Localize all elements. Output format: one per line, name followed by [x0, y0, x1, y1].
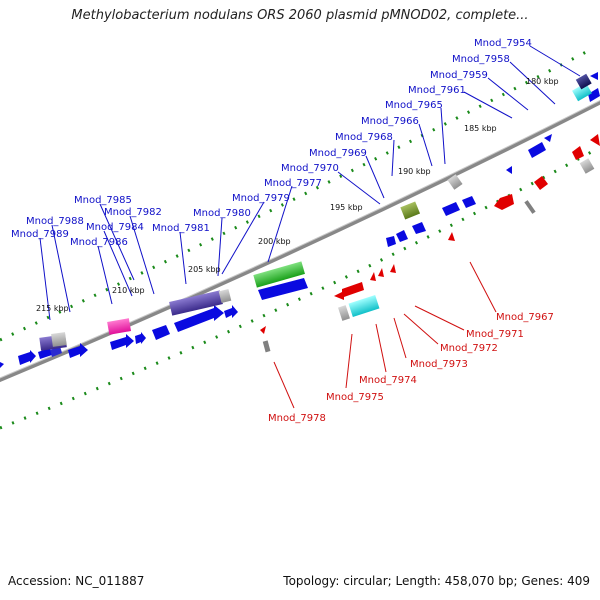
- gene-box[interactable]: [169, 290, 223, 316]
- gene-arrow[interactable]: [68, 343, 88, 358]
- gene-label[interactable]: Mnod_7974: [359, 375, 417, 386]
- gene-arrow[interactable]: [258, 278, 308, 300]
- gene-label[interactable]: Mnod_7959: [430, 70, 488, 81]
- gene-label[interactable]: Mnod_7954: [474, 38, 532, 49]
- reverse-label-leaders: [273, 261, 497, 409]
- gene-arrow[interactable]: [224, 305, 238, 318]
- forward-strand-genes: [0, 72, 600, 370]
- kbp-label: 205 kbp: [188, 265, 221, 274]
- gene-arrow[interactable]: [590, 72, 598, 80]
- gene-box[interactable]: [338, 305, 350, 321]
- gene-box[interactable]: [400, 201, 421, 220]
- forward-gene-labels: Mnod_7954 Mnod_7958 Mnod_7959 Mnod_7961 …: [11, 38, 532, 248]
- gene-arrow[interactable]: [50, 346, 62, 357]
- gene-arrow[interactable]: [534, 176, 548, 190]
- gene-box[interactable]: [579, 158, 595, 174]
- gene-arrow[interactable]: [396, 230, 408, 242]
- gene-arrow[interactable]: [544, 134, 552, 142]
- gene-arrow[interactable]: [152, 325, 170, 340]
- gene-arrow[interactable]: [174, 305, 224, 332]
- kbp-label: 180 kbp: [526, 77, 559, 86]
- highlighted-genes: [39, 73, 592, 351]
- gene-label[interactable]: Mnod_7971: [466, 329, 524, 340]
- gene-arrow[interactable]: [462, 196, 476, 208]
- gene-label[interactable]: Mnod_7965: [385, 100, 443, 111]
- kbp-label: 195 kbp: [330, 203, 363, 212]
- summary-text: Topology: circular; Length: 458,070 bp; …: [283, 574, 590, 588]
- inner-tick-track: [0, 148, 596, 430]
- gene-label[interactable]: Mnod_7986: [70, 237, 128, 248]
- gene-arrow[interactable]: [386, 236, 396, 247]
- gene-label[interactable]: Mnod_7981: [152, 223, 210, 234]
- reverse-strand-genes: [260, 134, 600, 353]
- gene-box[interactable]: [524, 200, 536, 214]
- gene-box[interactable]: [51, 332, 67, 347]
- gene-label[interactable]: Mnod_7989: [11, 229, 69, 240]
- gene-arrow[interactable]: [412, 222, 426, 234]
- kbp-label: 210 kbp: [112, 286, 145, 295]
- gene-box[interactable]: [107, 318, 132, 335]
- gene-box[interactable]: [262, 340, 271, 353]
- gene-arrow[interactable]: [378, 268, 384, 277]
- page-title: Methylobacterium nodulans ORS 2060 plasm…: [71, 8, 529, 23]
- gene-arrow[interactable]: [370, 272, 376, 281]
- gene-label[interactable]: Mnod_7984: [86, 222, 144, 233]
- gene-arrow[interactable]: [506, 166, 512, 174]
- gene-box[interactable]: [575, 73, 592, 90]
- reverse-gene-labels: Mnod_7967 Mnod_7971 Mnod_7972 Mnod_7973 …: [268, 312, 554, 424]
- gene-label[interactable]: Mnod_7970: [281, 163, 339, 174]
- gene-label[interactable]: Mnod_7982: [104, 207, 162, 218]
- gene-arrow[interactable]: [135, 332, 146, 344]
- gene-arrow[interactable]: [390, 264, 396, 273]
- kbp-label: 185 kbp: [464, 124, 497, 133]
- gene-arrow[interactable]: [494, 194, 514, 210]
- gene-label[interactable]: Mnod_7973: [410, 359, 468, 370]
- gene-arrow[interactable]: [38, 348, 52, 359]
- gene-arrow[interactable]: [260, 326, 266, 334]
- gene-arrow[interactable]: [572, 146, 584, 160]
- gene-label[interactable]: Mnod_7978: [268, 413, 326, 424]
- gene-arrow[interactable]: [588, 88, 600, 102]
- gene-label[interactable]: Mnod_7977: [264, 178, 322, 189]
- gene-label[interactable]: Mnod_7985: [74, 195, 132, 206]
- gene-arrow[interactable]: [528, 142, 546, 158]
- gene-arrow[interactable]: [442, 202, 460, 216]
- gene-box[interactable]: [253, 261, 305, 288]
- gene-box[interactable]: [572, 82, 592, 102]
- gene-label[interactable]: Mnod_7972: [440, 343, 498, 354]
- gene-arrow[interactable]: [590, 134, 600, 146]
- kbp-labels: 180 kbp 185 kbp 190 kbp 195 kbp 200 kbp …: [36, 77, 559, 313]
- gene-label[interactable]: Mnod_7958: [452, 54, 510, 65]
- gene-label[interactable]: Mnod_7980: [193, 208, 251, 219]
- gene-label[interactable]: Mnod_7979: [232, 193, 290, 204]
- kbp-label: 200 kbp: [258, 237, 291, 246]
- gene-label[interactable]: Mnod_7969: [309, 148, 367, 159]
- gene-arrow[interactable]: [334, 282, 364, 300]
- gene-arrow[interactable]: [448, 232, 455, 241]
- accession-text: Accession: NC_011887: [8, 574, 145, 588]
- gene-arrow[interactable]: [110, 334, 134, 350]
- gene-label[interactable]: Mnod_7968: [335, 132, 393, 143]
- gene-label[interactable]: Mnod_7967: [496, 312, 554, 323]
- gene-arrow[interactable]: [18, 350, 36, 365]
- gene-box[interactable]: [447, 174, 463, 190]
- kbp-label: 190 kbp: [398, 167, 431, 176]
- gene-label[interactable]: Mnod_7966: [361, 116, 419, 127]
- gene-label[interactable]: Mnod_7961: [408, 85, 466, 96]
- gene-label[interactable]: Mnod_7975: [326, 392, 384, 403]
- forward-label-leaders: [39, 45, 581, 321]
- kbp-label: 215 kbp: [36, 304, 69, 313]
- gene-label[interactable]: Mnod_7988: [26, 216, 84, 227]
- gene-box[interactable]: [348, 295, 380, 317]
- gene-arrow[interactable]: [0, 361, 4, 370]
- gene-box[interactable]: [218, 288, 232, 304]
